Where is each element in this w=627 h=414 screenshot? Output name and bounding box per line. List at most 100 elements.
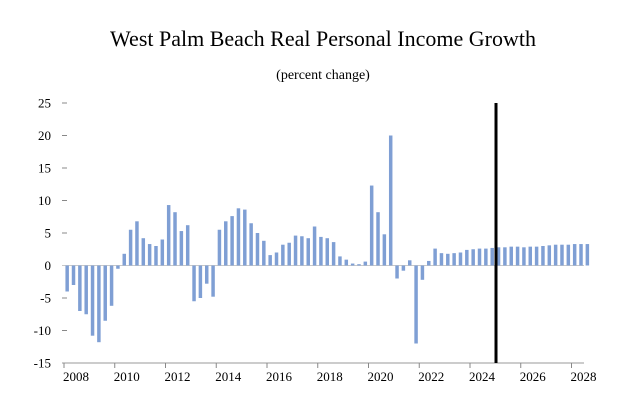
y-axis: -15 -10 -5 0 5 10 15 20 25 [34,96,67,371]
x-tick-label: 2014 [215,369,242,384]
y-tick-label: 20 [38,128,51,143]
x-tick-label: 2012 [165,369,191,384]
bar [122,253,127,266]
bar [179,231,184,266]
bar [382,234,387,266]
y-tick-label: -10 [34,323,51,338]
bar [116,265,120,269]
bar [204,265,209,284]
bar [306,238,310,266]
bar [376,212,380,266]
bar [458,252,463,266]
y-tick-label: -5 [40,291,51,306]
bar [439,253,444,266]
bar [369,185,374,266]
bar [217,229,222,266]
bar [236,208,241,266]
bar [503,247,507,266]
x-tick-label: 2024 [469,369,496,384]
bar [496,247,501,266]
bar [141,238,146,266]
bar [452,253,456,266]
bar [420,265,425,280]
bar [534,246,539,266]
y-tick-label: 25 [38,96,51,111]
bar [509,246,513,266]
bar [166,205,171,266]
bar [566,244,571,266]
bar [103,265,107,321]
chart-subtitle: (percent change) [276,68,370,83]
bar [78,265,82,311]
bar [173,212,177,266]
x-tick-label: 2016 [266,369,293,384]
bar [579,244,583,266]
bar [84,265,88,315]
bar [547,245,552,266]
bar [147,244,152,266]
bar [331,242,336,266]
bar [211,265,215,297]
bar [249,223,253,266]
chart-title: West Palm Beach Real Personal Income Gro… [110,26,536,51]
bar [90,265,95,336]
x-tick-label: 2026 [520,369,547,384]
bar [71,265,76,285]
y-tick-label: 0 [45,258,52,273]
x-tick-label: 2018 [317,369,343,384]
bar-series [65,135,590,344]
bar [395,265,399,279]
y-tick-label: 5 [45,226,52,241]
bar [433,248,437,266]
y-tick-label: 15 [38,161,51,176]
bar [135,221,139,266]
bar [287,242,291,266]
y-tick-label: 10 [38,193,51,208]
bar [344,259,349,266]
x-axis: 2008 2010 2012 2014 2016 2018 2020 2022 2024 2026… [62,362,597,384]
bar [312,226,317,266]
bar [490,247,494,266]
bar [268,255,272,266]
x-tick-label: 2020 [368,369,394,384]
bar [128,229,133,266]
bar [160,239,165,266]
bar [553,244,558,266]
y-tick-label: -15 [34,356,51,371]
bar [357,264,361,266]
bar [522,247,526,266]
bar [401,265,406,271]
bar [109,265,114,306]
bar [325,238,330,266]
bar [230,216,234,266]
bar [198,265,203,298]
bar [541,246,545,266]
bar [388,135,393,266]
bar [528,246,533,266]
bar [192,265,196,302]
bar [446,253,450,266]
bar [300,236,304,266]
bar [407,260,412,266]
bar [427,260,431,266]
bar [262,240,266,266]
x-tick-label: 2022 [418,369,444,384]
bar [350,263,355,266]
x-tick-label: 2008 [63,369,89,384]
bar [65,265,69,292]
bar [224,221,228,266]
bar [471,249,475,266]
bar [465,249,469,266]
bar [274,252,279,266]
bar [560,244,564,266]
bar [585,244,590,266]
bar [293,235,298,266]
bar [154,246,158,266]
bar [255,233,260,266]
bar [281,244,285,266]
bar [515,246,520,266]
bar [97,265,101,343]
bar [572,244,577,266]
bar [414,265,418,344]
